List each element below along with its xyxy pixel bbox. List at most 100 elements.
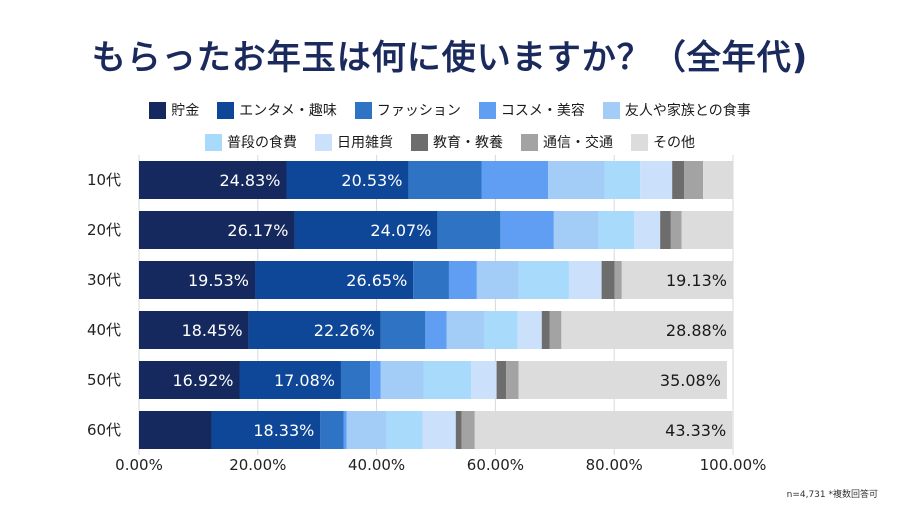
bar-segment xyxy=(517,311,542,349)
bar-segment xyxy=(549,311,562,349)
data-label: 19.53% xyxy=(188,271,249,290)
data-label: 24.07% xyxy=(370,221,431,240)
legend-swatch xyxy=(354,101,372,119)
category-label: 50代 xyxy=(87,371,121,389)
data-label: 20.53% xyxy=(341,171,402,190)
bar-segment xyxy=(634,211,661,249)
bar-segment xyxy=(139,161,287,199)
bar-segment xyxy=(660,211,671,249)
data-label: 43.33% xyxy=(665,421,726,440)
bar-segment xyxy=(239,361,341,399)
bar-segment xyxy=(476,261,519,299)
sample-size-note: n=4,731 *複数回答可 xyxy=(786,490,878,500)
data-label: 35.08% xyxy=(660,371,721,390)
bar-segment xyxy=(461,411,475,449)
bar-segment xyxy=(286,161,409,199)
bar-segment xyxy=(248,311,381,349)
data-label: 28.88% xyxy=(666,321,727,340)
legend-label: エンタメ・趣味 xyxy=(239,103,337,119)
bar-segment xyxy=(380,311,426,349)
bar-segment xyxy=(670,211,682,249)
legend-item: コスメ・美容 xyxy=(478,100,585,120)
bar-segment xyxy=(568,261,602,299)
data-label: 26.65% xyxy=(346,271,407,290)
bar-segment xyxy=(211,411,321,449)
data-label: 18.33% xyxy=(253,421,314,440)
bar-segment xyxy=(614,261,622,299)
bar-segment xyxy=(541,311,550,349)
category-label: 60代 xyxy=(87,421,121,439)
bar-segment xyxy=(471,361,497,399)
x-tick-label: 40.00% xyxy=(348,456,405,474)
bar-segment xyxy=(553,211,599,249)
bar-segment xyxy=(294,211,438,249)
bar-segment xyxy=(561,311,733,349)
legend-swatch xyxy=(217,101,235,119)
legend-row: 普段の食費 日用雑貨 教育・教養 通信・交通 その他 xyxy=(0,130,900,154)
data-label: 19.13% xyxy=(666,271,727,290)
bar-segment xyxy=(703,161,733,199)
legend-item: 通信・交通 xyxy=(521,132,613,152)
legend-label: 通信・交通 xyxy=(543,135,613,151)
data-label: 17.08% xyxy=(274,371,335,390)
legend-swatch xyxy=(205,133,222,151)
x-tick-label: 0.00% xyxy=(115,456,163,474)
bar-segment xyxy=(455,411,462,449)
bar-segment xyxy=(518,361,727,399)
data-label: 24.83% xyxy=(219,171,280,190)
legend-swatch xyxy=(478,101,496,119)
bar-segment xyxy=(474,411,733,449)
legend-swatch xyxy=(315,133,332,151)
bar-segment xyxy=(413,261,449,299)
bar-segment xyxy=(408,161,482,199)
bar-segment xyxy=(598,211,635,249)
legend-item: 普段の食費 xyxy=(205,132,297,152)
legend-item: エンタメ・趣味 xyxy=(217,100,337,120)
bar-segment xyxy=(346,411,387,449)
bar-segment xyxy=(548,161,605,199)
legend-item: 教育・教養 xyxy=(411,132,503,152)
bar-segment xyxy=(370,361,381,399)
legend-label: 普段の食費 xyxy=(227,135,297,151)
data-label: 22.26% xyxy=(314,321,375,340)
bar-segment xyxy=(496,361,507,399)
legend-label: その他 xyxy=(653,135,695,151)
legend-item: ファッション xyxy=(354,100,461,120)
bar-segment xyxy=(380,361,424,399)
bar-segment xyxy=(320,411,344,449)
legend-label: コスメ・美容 xyxy=(500,103,585,119)
legend-swatch xyxy=(602,101,620,119)
legend-item: その他 xyxy=(631,132,695,152)
bar-segment xyxy=(446,311,485,349)
legend-swatch xyxy=(411,133,428,151)
legend-row: 貯金 エンタメ・趣味 ファッション コスメ・美容 友人や家族との食事 xyxy=(0,98,900,122)
legend-swatch xyxy=(631,133,648,151)
category-label: 40代 xyxy=(87,321,121,339)
bar-segment xyxy=(681,211,733,249)
bar-segment xyxy=(640,161,673,199)
legend-label: ファッション xyxy=(376,103,461,119)
data-label: 26.17% xyxy=(227,221,288,240)
legend-item: 日用雑貨 xyxy=(315,132,393,152)
bar-segment xyxy=(255,261,414,299)
x-tick-label: 20.00% xyxy=(229,456,286,474)
bar-segment xyxy=(621,261,733,299)
bar-segment xyxy=(448,261,477,299)
bar-segment xyxy=(481,161,549,199)
legend-item: 友人や家族との食事 xyxy=(602,100,751,120)
bar-segment xyxy=(604,161,641,199)
bar-segment xyxy=(386,411,423,449)
bar-segment xyxy=(601,261,615,299)
legend: 貯金 エンタメ・趣味 ファッション コスメ・美容 友人や家族との食事 普段の食費 日用雑貨… xyxy=(0,98,900,162)
chart-title: もらったお年玉は何に使いますか？（全年代) xyxy=(91,38,809,78)
bar-segment xyxy=(425,311,447,349)
x-tick-label: 80.00% xyxy=(586,456,643,474)
legend-label: 教育・教養 xyxy=(433,135,503,151)
category-label: 10代 xyxy=(87,171,121,189)
legend-swatch xyxy=(149,101,167,119)
legend-swatch xyxy=(521,133,538,151)
x-tick-label: 60.00% xyxy=(467,456,524,474)
category-label: 20代 xyxy=(87,221,121,239)
bar-segment xyxy=(139,361,240,399)
legend-label: 友人や家族との食事 xyxy=(624,103,751,119)
